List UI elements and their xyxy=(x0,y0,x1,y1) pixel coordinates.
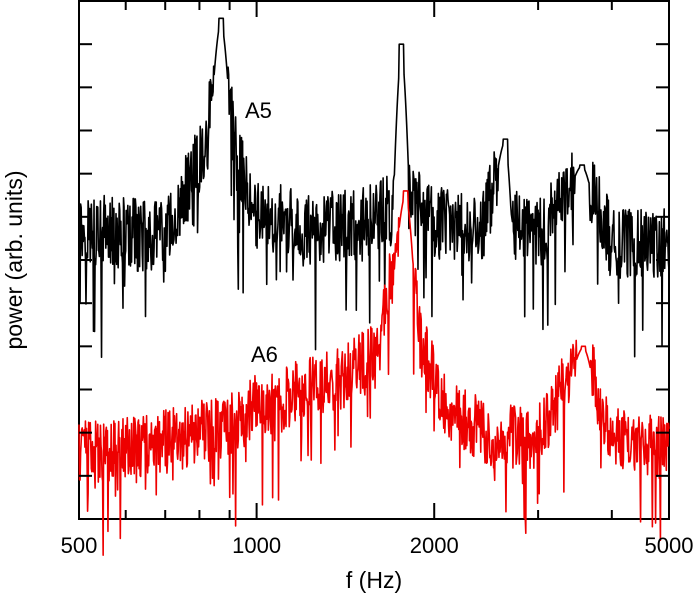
series-layer xyxy=(78,17,670,556)
series-line-a5 xyxy=(78,17,670,359)
y-axis-title: power (arb. units) xyxy=(1,171,27,350)
x-tick-label: 500 xyxy=(61,533,98,558)
x-tick-label: 1000 xyxy=(232,533,281,558)
tick-layer: 500 1000 2000 5000 xyxy=(61,1,694,558)
series-line-a6 xyxy=(78,190,670,556)
x-tick-label: 2000 xyxy=(410,533,459,558)
x-tick-label: 5000 xyxy=(645,533,694,558)
x-axis-title: f (Hz) xyxy=(346,567,402,593)
series-label-a6: A6 xyxy=(251,342,278,367)
series-label-a5: A5 xyxy=(245,98,272,123)
